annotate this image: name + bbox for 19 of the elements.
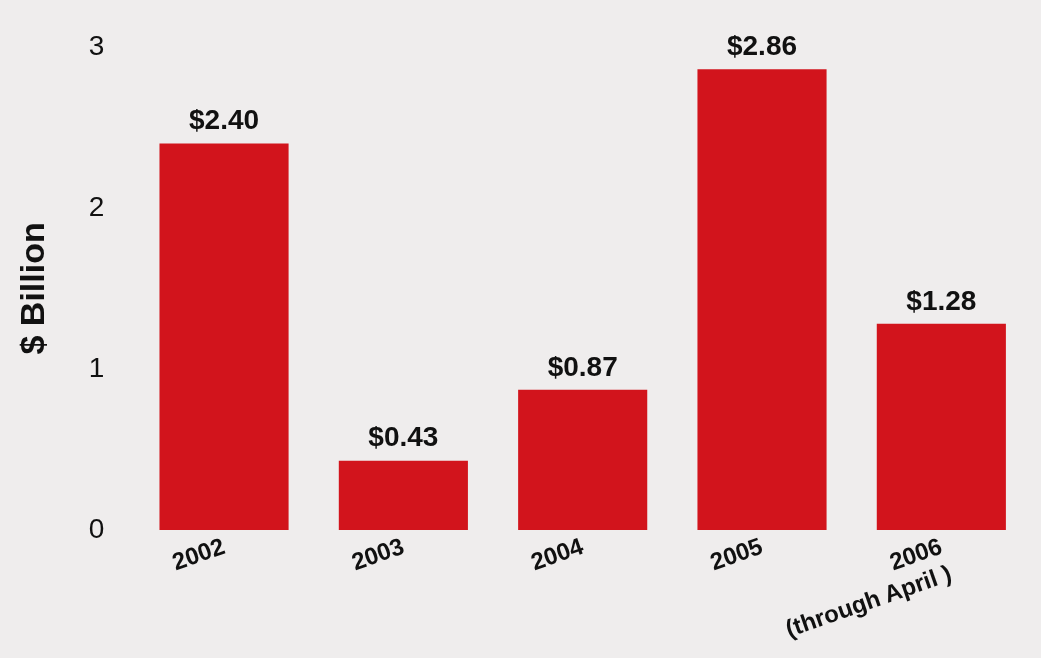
bar: [876, 323, 1006, 530]
x-tick-label: 2003: [347, 532, 408, 576]
bar: [697, 69, 827, 530]
x-tick-label: 2005: [706, 532, 766, 576]
data-label: $1.28: [906, 284, 977, 316]
y-tick-label: 3: [88, 29, 105, 61]
x-tick-label: 2004: [527, 531, 588, 576]
bar: [518, 389, 648, 530]
y-tick-label: 2: [88, 190, 105, 222]
y-tick-label: 1: [88, 351, 105, 383]
y-axis-title: $ Billion: [12, 222, 51, 355]
x-tick-label: 2002: [168, 532, 228, 576]
data-label: $0.43: [368, 421, 439, 453]
y-tick-label: 0: [88, 512, 105, 544]
data-label: $2.40: [189, 104, 260, 136]
bar: [338, 460, 468, 530]
data-label: $0.87: [547, 350, 618, 382]
bar: [159, 143, 289, 530]
data-label: $2.86: [726, 30, 798, 62]
